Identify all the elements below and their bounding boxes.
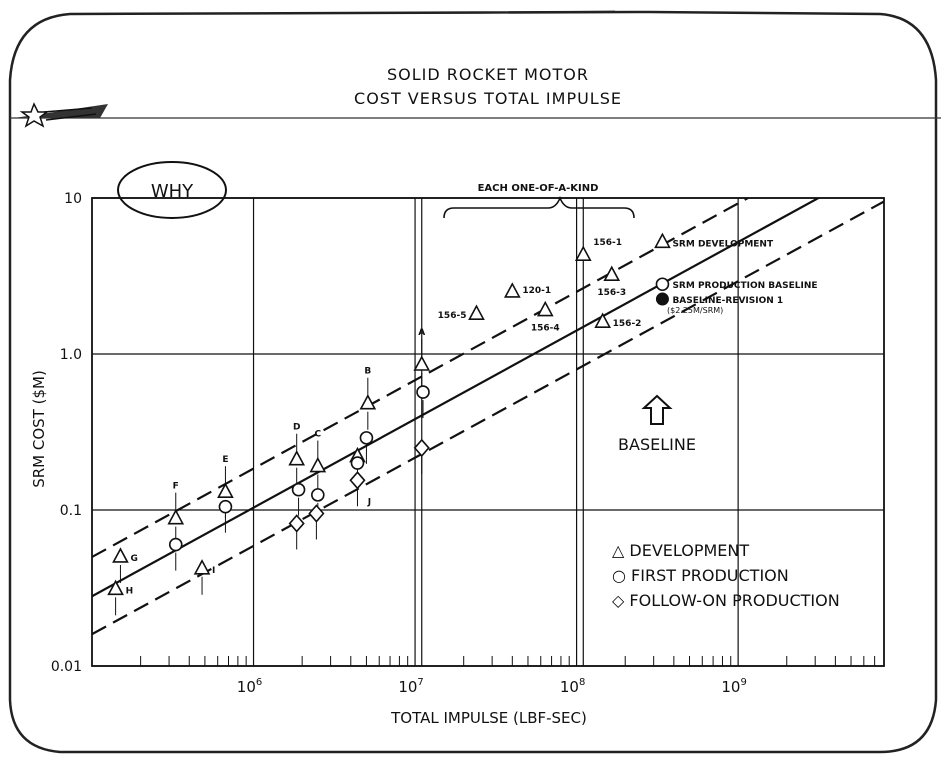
baseline-revision-point: [655, 292, 669, 306]
trend-line-solid: [92, 198, 821, 598]
y-axis-label: SRM COST ($M): [30, 370, 48, 488]
first-production-point: [311, 488, 325, 502]
data-points: G H F I E D C B A 156-5 120-1 156-4 156-1 156-2 156-3 S…: [107, 232, 818, 616]
point-label: J: [367, 497, 371, 507]
follow-on-production-point: [308, 504, 325, 523]
y-tick-label: 10: [64, 191, 82, 207]
point-label: 120-1: [522, 286, 551, 296]
point-label: H: [126, 586, 134, 596]
legend-item-follow-on-production: ◇ FOLLOW-ON PRODUCTION: [612, 591, 840, 610]
revision-cost-label: ($2.25M/SRM): [667, 306, 723, 315]
chart-title-line-1: SOLID ROCKET MOTOR: [387, 65, 589, 84]
chart-title-line-2: COST VERSUS TOTAL IMPULSE: [354, 89, 622, 108]
why-badge-label: WHY: [151, 181, 194, 202]
point-label: SRM PRODUCTION BASELINE: [672, 281, 817, 291]
point-label: 156-1: [593, 238, 622, 248]
development-point: [112, 547, 129, 563]
first-production-point: [350, 456, 365, 470]
development-point: [603, 265, 621, 281]
first-production-point: [359, 431, 374, 445]
development-point: [503, 282, 521, 298]
x-tick-exponent: 7: [417, 677, 423, 688]
point-label: 156-3: [597, 288, 626, 298]
point-label: I: [212, 566, 215, 576]
legend-item-development: △ DEVELOPMENT: [612, 541, 749, 560]
bracket-label: EACH ONE-OF-A-KIND: [478, 183, 599, 194]
development-point: [288, 450, 306, 466]
x-tick-label: 109: [721, 677, 746, 696]
follow-on-production-point: [349, 471, 366, 490]
point-label: B: [364, 367, 371, 377]
axis-ticks: 106 107 108 109 10 1.0 0.1 0.01: [51, 191, 885, 696]
y-tick-label: 0.01: [51, 659, 82, 675]
follow-on-production-point: [413, 438, 430, 458]
trend-line-dashed: [92, 198, 751, 558]
point-label: 156-4: [531, 324, 560, 334]
x-tick-label: 108: [560, 677, 585, 696]
why-badge: [117, 161, 227, 219]
development-point: [167, 508, 185, 525]
development-point: [309, 456, 327, 473]
point-label: C: [315, 430, 322, 440]
point-label: SRM DEVELOPMENT: [672, 239, 774, 249]
y-tick-label: 1.0: [60, 347, 82, 363]
star-emblem-icon: [14, 102, 108, 128]
one-of-a-kind-bracket: [443, 195, 635, 219]
point-label: BASELINE-REVISION 1: [672, 296, 783, 306]
x-axis-label: TOTAL IMPULSE (LBF-SEC): [390, 709, 587, 727]
point-label: 156-5: [438, 311, 467, 321]
point-label: 156-2: [613, 319, 642, 329]
baseline-arrow-icon: [641, 394, 673, 425]
development-point: [574, 245, 592, 261]
development-point: [359, 394, 377, 410]
development-point: [413, 355, 431, 371]
first-production-point: [291, 482, 306, 497]
trend-line-dashed: [92, 200, 884, 636]
development-point: [468, 304, 485, 320]
first-production-point: [416, 385, 430, 399]
grid: [91, 197, 885, 667]
point-label: D: [293, 423, 300, 433]
point-label: E: [222, 455, 228, 465]
frame-border: [8, 10, 938, 754]
development-point: [654, 232, 671, 249]
point-label: A: [418, 328, 425, 338]
x-tick-exponent: 6: [256, 677, 262, 688]
y-tick-label: 0.1: [60, 503, 82, 519]
development-point: [107, 579, 124, 596]
follow-on-production-point: [288, 514, 305, 533]
development-point: [536, 300, 554, 317]
first-production-point: [655, 277, 670, 292]
first-production-point: [168, 537, 183, 552]
development-point: [217, 482, 234, 499]
point-label: F: [173, 482, 179, 492]
x-tick-exponent: 9: [740, 677, 746, 688]
first-production-point: [218, 499, 233, 514]
x-tick-exponent: 8: [579, 677, 585, 688]
development-point: [193, 559, 211, 575]
legend: △ DEVELOPMENT ○ FIRST PRODUCTION ◇ FOLLO…: [612, 541, 840, 610]
legend-item-first-production: ○ FIRST PRODUCTION: [612, 566, 789, 585]
trend-lines: [92, 198, 884, 636]
point-label: G: [130, 554, 137, 564]
x-tick-label: 107: [398, 677, 423, 696]
x-tick-label: 106: [237, 677, 262, 696]
development-point: [594, 312, 611, 328]
baseline-arrow-label: BASELINE: [618, 435, 696, 454]
